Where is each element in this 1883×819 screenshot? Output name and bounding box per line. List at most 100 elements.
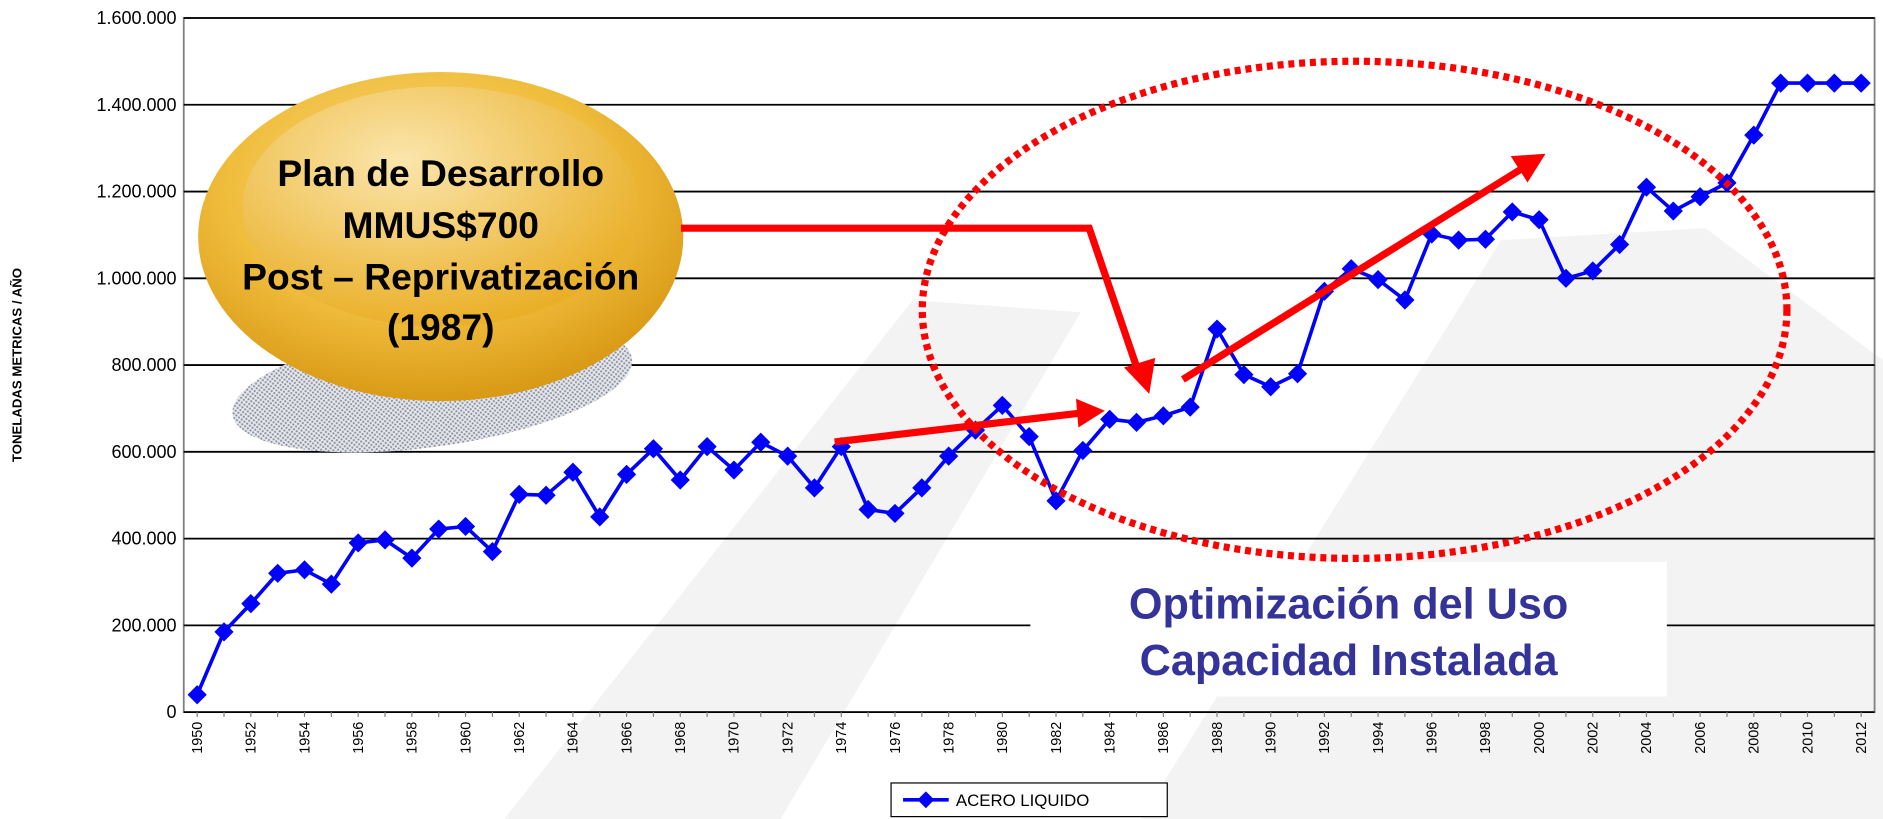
point — [1583, 261, 1603, 281]
x-tick-label: 2002 — [1586, 722, 1602, 754]
annotation: Optimización del Uso — [1129, 580, 1568, 628]
point — [1556, 268, 1576, 288]
legend-box — [890, 782, 1168, 818]
y-tick-label: 200.000 — [111, 615, 176, 635]
point — [697, 437, 717, 457]
point — [616, 464, 637, 484]
annotation: (1987) — [387, 306, 495, 348]
x-tick-label: 1980 — [995, 722, 1011, 754]
y-tick-label: 600.000 — [111, 442, 176, 462]
y-tick-label: 800.000 — [111, 355, 176, 375]
x-tick-label: 1992 — [1317, 722, 1333, 754]
x-tick-label: 1950 — [190, 722, 206, 754]
x-tick-label: 1966 — [619, 722, 635, 754]
y-tick-label: 1.000.000 — [96, 268, 176, 288]
point — [1100, 409, 1120, 429]
point — [294, 560, 315, 580]
x-tick-label: 1976 — [888, 722, 904, 754]
x-tick-label: 1964 — [566, 722, 582, 754]
x-tick-label: 2012 — [1854, 722, 1870, 754]
point — [1610, 234, 1630, 255]
point — [858, 499, 878, 520]
point — [429, 519, 449, 539]
point — [751, 432, 771, 452]
point — [1395, 290, 1415, 310]
point — [1126, 412, 1147, 432]
annotation: Capacidad Instalada — [1140, 637, 1559, 685]
point — [402, 548, 422, 568]
annotation: MMUS$700 — [342, 204, 539, 246]
point — [1744, 125, 1764, 145]
point — [939, 446, 959, 466]
annotations: Plan de Desarrollo MMUS$700 Post – Repri… — [198, 57, 1791, 697]
x-tick-label: 1954 — [297, 722, 313, 754]
point — [1207, 319, 1227, 339]
point — [1636, 177, 1657, 197]
x-tick-label: 1972 — [780, 722, 796, 754]
point — [1153, 406, 1173, 426]
legend-label: ACERO LIQUIDO — [956, 791, 1089, 810]
x-tick-label: 1970 — [727, 722, 743, 754]
x-tick-label: 1996 — [1425, 722, 1441, 754]
watermark — [504, 228, 1883, 819]
annotation: Plan de Desarrollo — [277, 152, 604, 194]
x-tick-label: 1994 — [1371, 722, 1387, 754]
point — [241, 594, 261, 614]
x-tick-label: 2004 — [1639, 722, 1655, 754]
x-tick-label: 1988 — [1210, 722, 1226, 754]
point — [1448, 230, 1469, 250]
y-tick-label: 400.000 — [111, 529, 176, 549]
point — [1771, 73, 1791, 93]
x-tick-label: 2000 — [1532, 722, 1548, 754]
x-tick-label: 1974 — [834, 722, 850, 754]
x-tick-label: 2010 — [1800, 722, 1816, 754]
y-tick-label: 1.400.000 — [96, 95, 176, 115]
point — [1529, 210, 1549, 230]
point — [1851, 73, 1871, 93]
gold-highlight — [242, 86, 639, 327]
point — [1690, 187, 1710, 207]
text-box — [1030, 562, 1667, 697]
point — [375, 530, 395, 550]
x-tick-label: 2006 — [1693, 722, 1709, 754]
y-tick-label: 0 — [167, 702, 177, 722]
legend: ACERO LIQUIDO — [890, 782, 1168, 818]
point — [509, 484, 529, 504]
point — [724, 460, 744, 480]
point — [187, 685, 207, 705]
point — [992, 395, 1012, 416]
point — [885, 503, 905, 524]
point — [1797, 73, 1818, 93]
point — [1019, 427, 1039, 447]
x-tick-label: 1998 — [1478, 722, 1494, 754]
x-tick-label: 1986 — [1156, 722, 1172, 754]
x-tick-label: 1984 — [1102, 722, 1118, 754]
point — [670, 470, 690, 490]
arrows — [680, 153, 1546, 446]
y-tick-label: 1.600.000 — [96, 8, 176, 28]
x-tick-label: 2008 — [1747, 722, 1763, 754]
annotation: Post – Reprivatización — [242, 255, 639, 297]
point — [563, 462, 583, 482]
point — [643, 439, 664, 459]
point — [1261, 377, 1281, 397]
dotted-ellipse — [918, 57, 1791, 563]
point — [1180, 397, 1200, 417]
point — [1234, 365, 1254, 385]
point — [536, 485, 556, 505]
point — [804, 478, 825, 498]
x-tick-label: 1982 — [1049, 722, 1065, 754]
legend-marker — [917, 791, 935, 809]
point — [590, 507, 610, 527]
x-tick-label: 1968 — [673, 722, 689, 754]
y-axis-label: TONELADAS METRICAS / AÑO — [10, 268, 25, 462]
x-tick-label: 1958 — [405, 722, 421, 754]
x-tick-label: 1956 — [351, 722, 367, 754]
point — [455, 516, 476, 537]
point — [482, 542, 502, 562]
point — [912, 478, 932, 498]
point — [321, 574, 341, 594]
x-tick-label: 1952 — [244, 722, 260, 754]
x-tick-label: 1962 — [512, 722, 528, 754]
